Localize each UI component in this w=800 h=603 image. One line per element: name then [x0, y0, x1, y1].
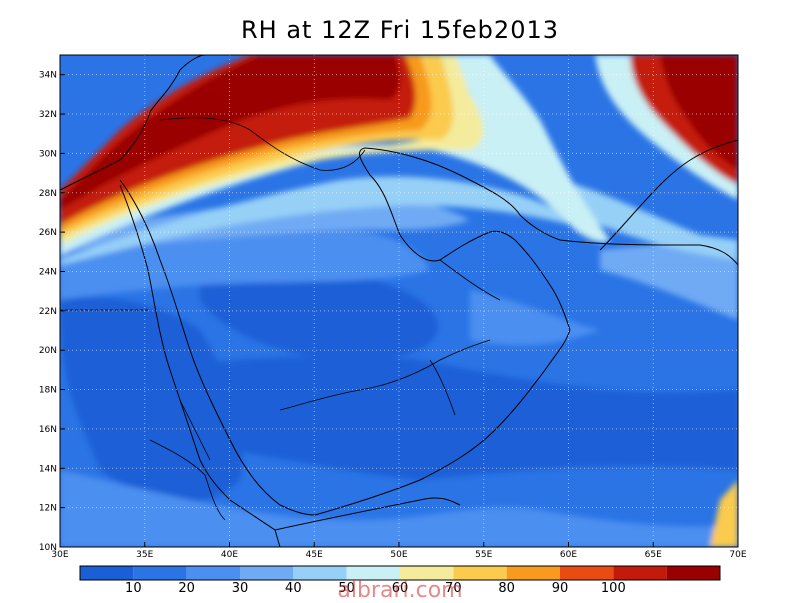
- rh-contour-20-30-gulf: [470, 290, 600, 346]
- rh-contour-ne-100-blob: [660, 55, 738, 170]
- y-tick-label: 10N: [39, 543, 57, 553]
- colorbar-label: 40: [285, 581, 302, 596]
- border-saudi-yemen: [279, 339, 491, 411]
- coastline-iran: [364, 147, 738, 266]
- rh-contour-40-50-east: [560, 180, 738, 260]
- map-plot-area: [60, 55, 738, 547]
- rh-contour-100-north: [60, 55, 400, 210]
- y-tick-label: 30N: [39, 149, 57, 159]
- y-tick-label: 26N: [39, 228, 57, 238]
- colorbar-swatch: [346, 566, 400, 580]
- y-tick-label: 20N: [39, 346, 57, 356]
- coastline-persian-gulf: [359, 147, 491, 262]
- coastline-northeast: [599, 139, 738, 251]
- colorbar-label: 70: [445, 581, 462, 596]
- coastline-africa-east: [119, 184, 281, 547]
- x-tick-label: 55E: [475, 550, 492, 560]
- border-sudan-eritrea: [179, 399, 211, 461]
- colorbar-label: 10: [125, 581, 142, 596]
- rh-contour-10-20-south: [90, 356, 738, 480]
- x-tick-label: 45E: [306, 550, 323, 560]
- y-axis-ticks: 10N 12N 14N 16N 18N 20N 22N 24N 26N 28N 30N 32N 34N: [39, 71, 65, 553]
- rh-contour-70-80-band: [60, 55, 454, 238]
- x-tick-label: 60E: [560, 550, 577, 560]
- y-tick-label: 16N: [39, 425, 57, 435]
- coastline-somalia: [274, 497, 461, 531]
- colorbar-label: 50: [338, 581, 355, 596]
- y-tick-label: 32N: [39, 110, 57, 120]
- colorbar-swatch: [133, 566, 187, 580]
- rh-contour-20-30-band: [60, 229, 430, 300]
- colorbar-swatch: [186, 566, 240, 580]
- border-saudi-north: [159, 117, 366, 171]
- border-oman-yemen: [429, 359, 456, 416]
- colorbar-swatch: [80, 566, 134, 580]
- colorbar-label: 20: [178, 581, 195, 596]
- x-tick-label: 50E: [390, 550, 407, 560]
- rh-contour-se-corner: [710, 480, 738, 547]
- y-tick-label: 14N: [39, 464, 57, 474]
- colorbar: 10 20 30 40 50 60 70 80 90 100: [79, 565, 721, 596]
- x-tick-label: 65E: [645, 550, 662, 560]
- rh-contour-40-50-band: [60, 176, 590, 265]
- x-tick-label: 40E: [221, 550, 238, 560]
- y-tick-label: 24N: [39, 267, 57, 277]
- y-tick-label: 28N: [39, 189, 57, 199]
- x-tick-label: 30E: [51, 550, 68, 560]
- colorbar-label: 80: [498, 581, 515, 596]
- watermark-text: albrari.com: [337, 578, 463, 603]
- coastline-oman: [489, 230, 571, 331]
- map-gridlines: [60, 55, 738, 547]
- colorbar-label: 60: [392, 581, 409, 596]
- y-tick-label: 12N: [39, 504, 57, 514]
- colorbar-swatch: [613, 566, 667, 580]
- y-tick-label: 22N: [39, 307, 57, 317]
- colorbar-swatch: [240, 566, 294, 580]
- x-tick-label: 70E: [729, 550, 746, 560]
- colorbar-label: 100: [601, 581, 626, 596]
- colorbar-label: 30: [232, 581, 249, 596]
- colorbar-swatch: [400, 566, 454, 580]
- y-tick-label: 34N: [39, 71, 57, 81]
- rh-contour-10-20-center: [200, 263, 438, 360]
- x-axis-ticks: 30E 35E 40E 45E 50E 55E 60E 65E 70E: [51, 542, 747, 560]
- coastline-arabia-south: [314, 329, 571, 516]
- colorbar-border: [79, 565, 721, 581]
- x-tick-label: 35E: [136, 550, 153, 560]
- y-tick-label: 18N: [39, 386, 57, 396]
- coastline-red-sea-west: [60, 55, 206, 191]
- colorbar-swatch: [560, 566, 614, 580]
- coastlines: [60, 55, 738, 547]
- colorbar-swatch: [293, 566, 347, 580]
- colorbar-label: 90: [552, 581, 569, 596]
- coastline-red-sea-east: [119, 179, 316, 516]
- map-title: RH at 12Z Fri 15feb2013: [241, 16, 559, 44]
- rh-contour-60-70-band: [60, 55, 484, 245]
- colorbar-swatch: [506, 566, 560, 580]
- border-saudi-uae: [439, 259, 501, 301]
- rh-contour-30-40-se: [600, 242, 738, 320]
- colorbar-swatch: [666, 566, 720, 580]
- colorbar-swatch: [453, 566, 507, 580]
